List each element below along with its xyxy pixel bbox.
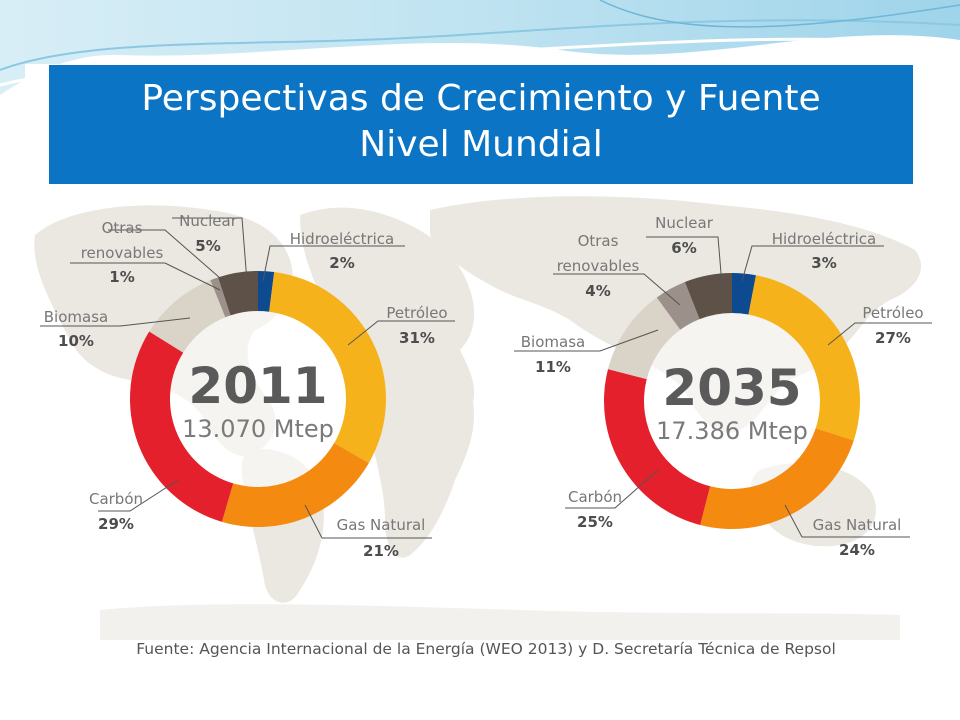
slice-percent-gas-natural: 21% [363, 542, 399, 560]
slice-percent-hidroelectrica: 2% [329, 254, 354, 272]
slice-labels-2035: Otras renovables 4% Nuclear 6% Hidroeléc… [514, 214, 932, 559]
slice-percent-otras-renovables: 4% [585, 282, 610, 300]
slice-percent-petroleo: 27% [875, 329, 911, 347]
slice-percent-petroleo: 31% [399, 329, 435, 347]
slice-label-gas-natural: Gas Natural [813, 516, 902, 534]
donut-chart-2035: 2035 17.386 Mtep [604, 273, 860, 529]
donut-slice-petroleo [748, 275, 860, 441]
slice-percent-nuclear: 6% [671, 239, 696, 257]
slice-percent-carbon: 29% [98, 515, 134, 533]
slide-title-bar: Perspectivas de Crecimiento y Fuente Niv… [49, 65, 913, 184]
slice-label-biomasa: Biomasa [44, 308, 108, 326]
slice-percent-gas-natural: 24% [839, 541, 875, 559]
slice-label-hidroelectrica: Hidroeléctrica [290, 230, 395, 248]
slice-label-otras-renovables-line2: renovables [557, 257, 640, 275]
slide-title-line-2: Nivel Mundial [359, 124, 603, 165]
donut-slice-carbon [129, 331, 234, 522]
slice-percent-nuclear: 5% [195, 237, 220, 255]
donut-slice-petroleo [269, 272, 386, 463]
slice-label-biomasa: Biomasa [521, 333, 585, 351]
donut-center [644, 313, 820, 489]
donut-slice-carbon [604, 369, 711, 525]
donut-slice-nuclear [218, 271, 258, 316]
slice-label-otras-renovables-line1: Otras [578, 232, 619, 250]
donut-slice-nuclear [684, 273, 732, 320]
source-note: Fuente: Agencia Internacional de la Ener… [136, 640, 836, 658]
slice-percent-biomasa: 10% [58, 332, 94, 350]
slice-label-nuclear: Nuclear [179, 212, 238, 230]
donut-slices-2011 [129, 271, 386, 527]
slice-label-nuclear: Nuclear [655, 214, 714, 232]
chart-year-label: 2035 [662, 359, 801, 417]
slice-label-petroleo: Petróleo [862, 304, 923, 322]
donut-slice-gas-natural [221, 443, 369, 527]
chart-total-label: 17.386 Mtep [656, 417, 808, 445]
slice-label-petroleo: Petróleo [386, 304, 447, 322]
slice-percent-carbon: 25% [577, 513, 613, 531]
slice-label-carbon: Carbón [89, 490, 143, 508]
slice-label-otras-renovables-line2: renovables [81, 244, 164, 262]
donut-slice-hidroelectrica [258, 271, 275, 312]
slice-percent-otras-renovables: 1% [109, 268, 134, 286]
chart-total-label: 13.070 Mtep [182, 415, 334, 443]
slice-percent-hidroelectrica: 3% [811, 254, 836, 272]
slice-labels-2011: Otras renovables 1% Nuclear 5% Hidroeléc… [40, 212, 455, 560]
slice-percent-biomasa: 11% [535, 358, 571, 376]
slice-label-carbon: Carbón [568, 488, 622, 506]
slide-title-line-1: Perspectivas de Crecimiento y Fuente [141, 78, 821, 119]
donut-slice-hidroelectrica [732, 273, 756, 315]
slice-label-gas-natural: Gas Natural [337, 516, 426, 534]
donut-slice-biomasa [149, 280, 226, 353]
donut-chart-2011: 2011 13.070 Mtep [129, 271, 386, 527]
donut-center [170, 311, 346, 487]
slice-label-hidroelectrica: Hidroeléctrica [772, 230, 877, 248]
donut-slice-gas-natural [700, 428, 854, 529]
chart-year-label: 2011 [188, 357, 327, 415]
donut-slice-biomasa [608, 297, 681, 380]
slice-label-otras-renovables-line1: Otras [102, 219, 143, 237]
donut-slices-2035 [604, 273, 860, 529]
